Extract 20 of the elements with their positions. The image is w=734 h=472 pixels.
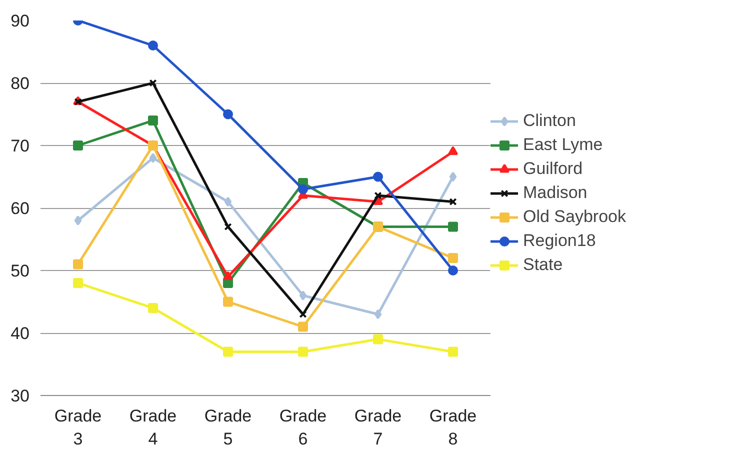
y-tick-label: 90 — [10, 12, 30, 30]
y-tick-label: 50 — [10, 262, 30, 280]
x-tick-label: Grade 3 — [54, 406, 102, 448]
y-tick-label: 80 — [10, 74, 30, 93]
legend-label: Guilford — [523, 159, 583, 179]
legend-label: Clinton — [523, 111, 576, 131]
legend-label: Region18 — [523, 231, 596, 251]
x-tick-label: Grade 8 — [429, 406, 477, 448]
x-tick-label: Grade 7 — [354, 406, 402, 448]
legend-label: East Lyme — [523, 135, 603, 155]
legend-label: Old Saybrook — [523, 207, 626, 227]
x-tick-label: Grade 5 — [204, 406, 252, 448]
y-tick-label: 70 — [10, 136, 30, 156]
x-tick-label: Grade 6 — [279, 406, 327, 448]
y-tick-label: 40 — [10, 324, 30, 343]
legend-label: Madison — [523, 183, 588, 203]
y-tick-label: 60 — [10, 199, 30, 218]
x-tick-label: Grade 4 — [129, 406, 177, 448]
y-tick-label: 30 — [10, 386, 30, 406]
legend-label: State — [523, 255, 563, 275]
